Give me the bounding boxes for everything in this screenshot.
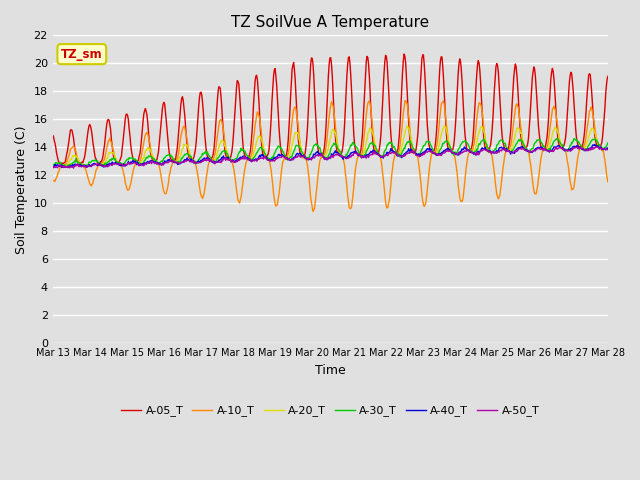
A-30_T: [116, 160, 124, 166]
A-10_T: [604, 179, 612, 185]
A-30_T: [202, 151, 210, 157]
X-axis label: Time: Time: [315, 364, 346, 377]
Legend: A-05_T, A-10_T, A-20_T, A-30_T, A-40_T, A-50_T: A-05_T, A-10_T, A-20_T, A-30_T, A-40_T, …: [117, 401, 544, 421]
A-10_T: [172, 158, 180, 164]
A-05_T: [604, 73, 612, 79]
A-10_T: [401, 98, 409, 104]
Title: TZ SoilVue A Temperature: TZ SoilVue A Temperature: [231, 15, 429, 30]
A-50_T: [415, 153, 422, 159]
A-50_T: [594, 144, 602, 150]
A-50_T: [604, 147, 612, 153]
A-40_T: [415, 151, 422, 157]
A-05_T: [58, 162, 66, 168]
A-40_T: [49, 164, 56, 169]
A-40_T: [49, 165, 57, 170]
A-10_T: [202, 181, 209, 187]
A-40_T: [591, 142, 598, 147]
A-20_T: [172, 158, 180, 164]
A-05_T: [173, 147, 181, 153]
A-05_T: [49, 132, 56, 138]
A-30_T: [49, 161, 56, 167]
A-40_T: [399, 153, 406, 159]
A-10_T: [49, 178, 56, 183]
A-10_T: [399, 119, 406, 125]
A-40_T: [173, 159, 181, 165]
A-10_T: [116, 160, 124, 166]
A-50_T: [70, 165, 77, 171]
A-05_T: [116, 156, 124, 161]
A-50_T: [173, 160, 181, 166]
A-30_T: [65, 164, 73, 170]
A-20_T: [398, 144, 406, 150]
A-10_T: [416, 168, 424, 173]
A-40_T: [202, 155, 210, 161]
A-30_T: [415, 151, 422, 157]
A-40_T: [116, 163, 124, 168]
Line: A-05_T: A-05_T: [52, 54, 608, 165]
A-30_T: [570, 136, 578, 142]
Line: A-10_T: A-10_T: [52, 101, 608, 211]
A-40_T: [60, 164, 67, 170]
Line: A-40_T: A-40_T: [52, 144, 608, 168]
Line: A-50_T: A-50_T: [52, 147, 608, 168]
Text: TZ_sm: TZ_sm: [61, 48, 102, 60]
A-50_T: [399, 153, 406, 159]
A-30_T: [604, 140, 612, 145]
A-10_T: [309, 208, 317, 214]
Line: A-20_T: A-20_T: [65, 126, 601, 167]
A-05_T: [60, 160, 67, 166]
A-20_T: [116, 161, 124, 167]
A-50_T: [202, 158, 210, 164]
A-50_T: [59, 164, 67, 169]
A-10_T: [59, 162, 67, 168]
A-05_T: [416, 101, 424, 107]
A-05_T: [202, 149, 210, 155]
A-30_T: [59, 162, 67, 168]
A-30_T: [173, 161, 181, 167]
A-40_T: [604, 146, 612, 152]
Line: A-30_T: A-30_T: [52, 139, 608, 167]
A-30_T: [399, 148, 406, 154]
A-05_T: [399, 69, 406, 74]
A-05_T: [400, 51, 408, 57]
A-50_T: [116, 162, 124, 168]
A-50_T: [49, 165, 56, 171]
Y-axis label: Soil Temperature (C): Soil Temperature (C): [15, 125, 28, 253]
